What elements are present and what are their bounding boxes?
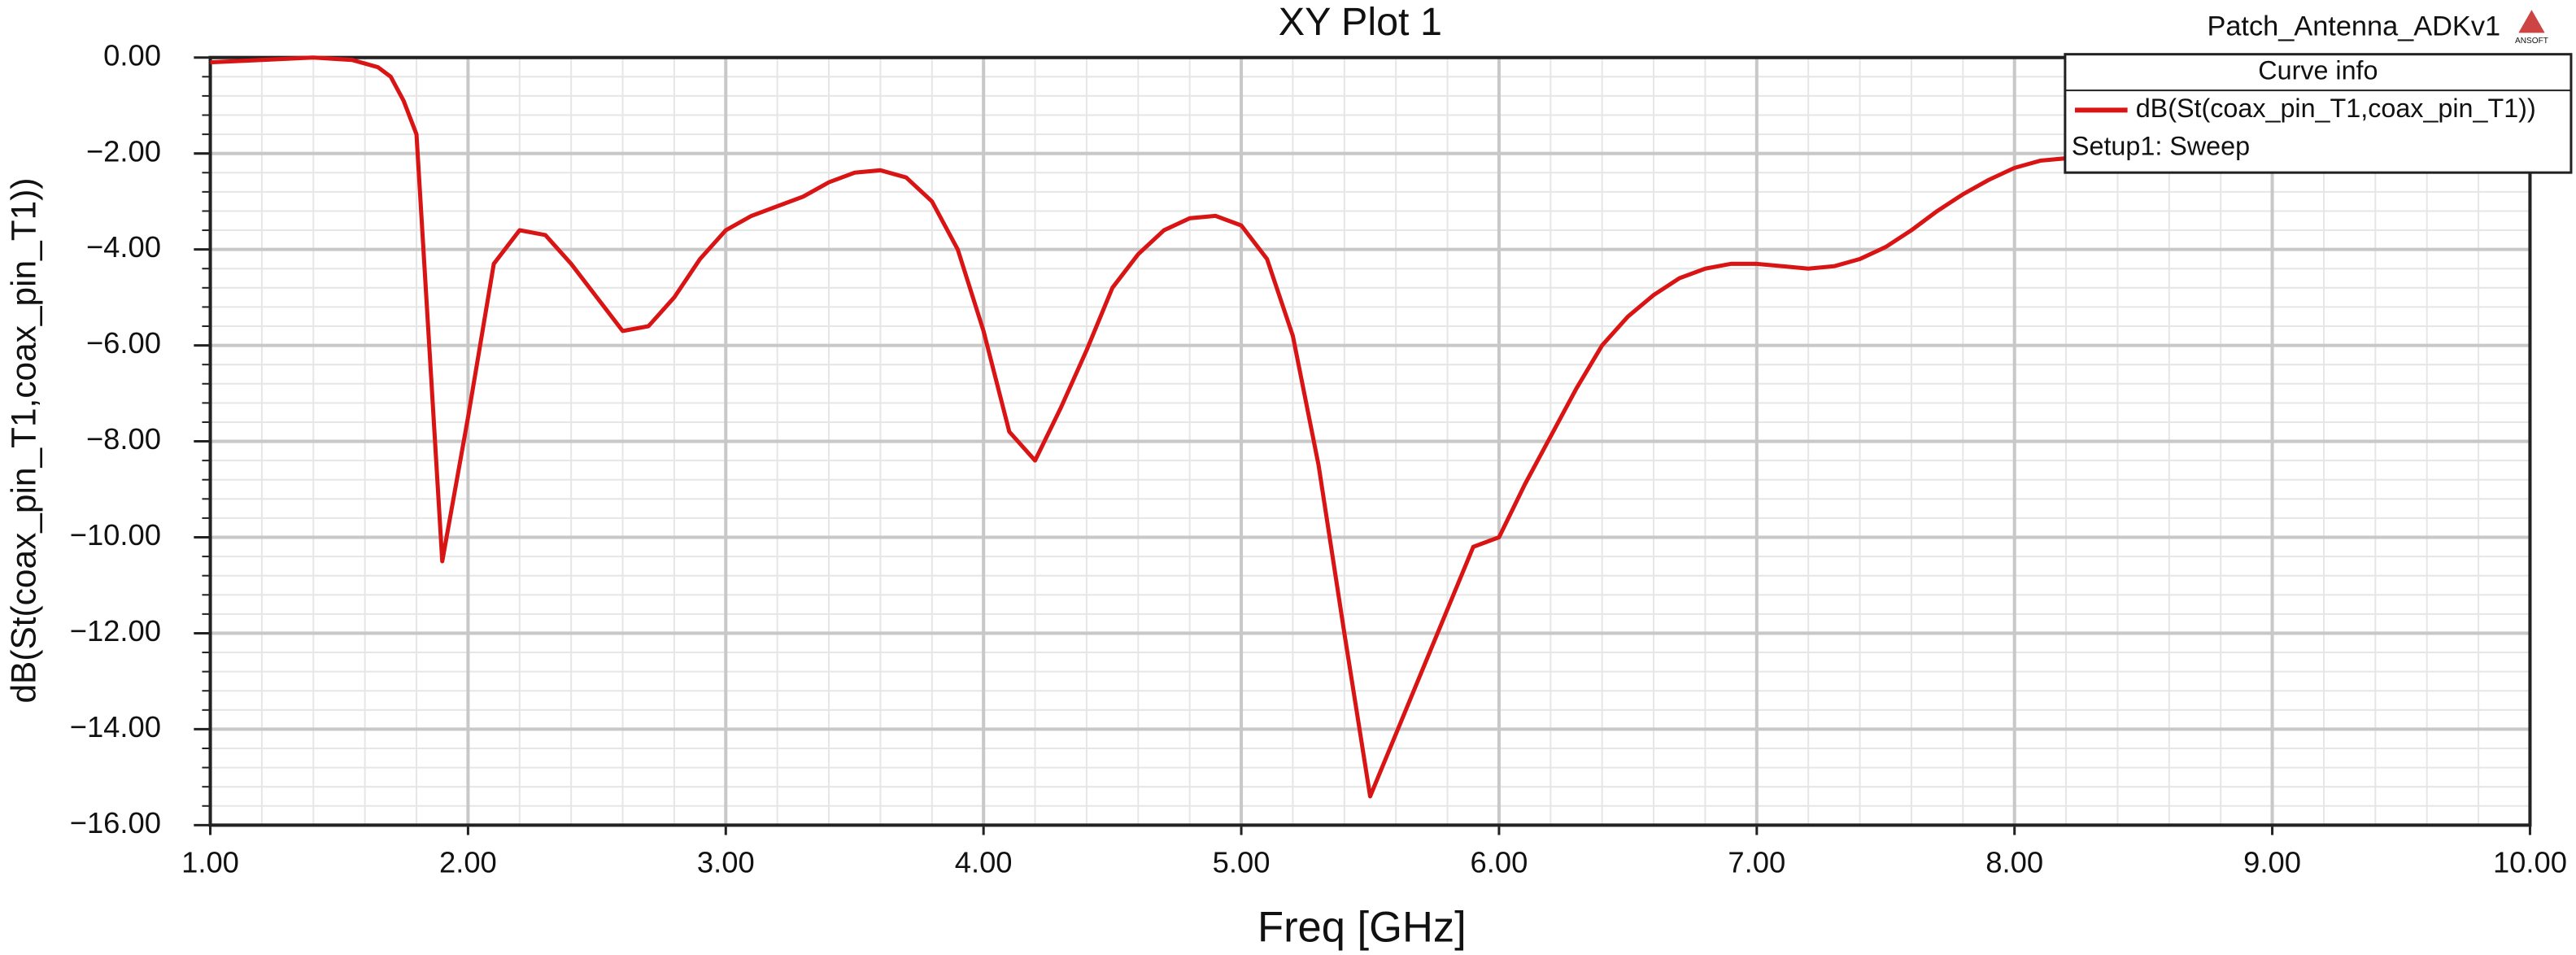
logo-icon [2518, 10, 2545, 33]
y-tick-label: 0.00 [103, 38, 161, 72]
y-tick-label: −12.00 [70, 614, 161, 648]
x-tick-label: 3.00 [697, 845, 755, 879]
y-tick-label: −8.00 [86, 422, 161, 456]
x-tick-label: 7.00 [1728, 845, 1785, 879]
x-tick-label: 6.00 [1471, 845, 1528, 879]
x-tick-label: 1.00 [181, 845, 239, 879]
x-tick-label: 9.00 [2243, 845, 2301, 879]
plot-frame [208, 55, 2532, 827]
y-tick-label: −10.00 [70, 518, 161, 552]
logo-text: ANSOFT [2515, 37, 2548, 46]
project-name: Patch_Antenna_ADKv1 [2207, 11, 2500, 41]
x-tick-label: 10.00 [2493, 845, 2567, 879]
x-tick-label: 2.00 [439, 845, 497, 879]
y-tick-label: −16.00 [70, 806, 161, 839]
x-axis-label: Freq [GHz] [1257, 904, 1467, 952]
legend-title: Curve info [2258, 55, 2378, 85]
legend-label: dB(St(coax_pin_T1,coax_pin_T1)) [2136, 94, 2536, 123]
y-tick-label: −2.00 [86, 134, 161, 168]
chart-title: XY Plot 1 [1279, 0, 1442, 44]
legend-note: Setup1: Sweep [2072, 131, 2250, 160]
x-tick-label: 5.00 [1213, 845, 1271, 879]
x-tick-label: 4.00 [955, 845, 1013, 879]
y-tick-label: −6.00 [86, 326, 161, 360]
data-line [210, 55, 2067, 799]
y-tick-label: −4.00 [86, 230, 161, 264]
y-tick-label: −14.00 [70, 710, 161, 744]
y-axis-label: dB(St(coax_pin_T1,coax_pin_T1)) [5, 178, 43, 704]
x-tick-label: 8.00 [1985, 845, 2043, 879]
legend-box [2064, 53, 2573, 174]
